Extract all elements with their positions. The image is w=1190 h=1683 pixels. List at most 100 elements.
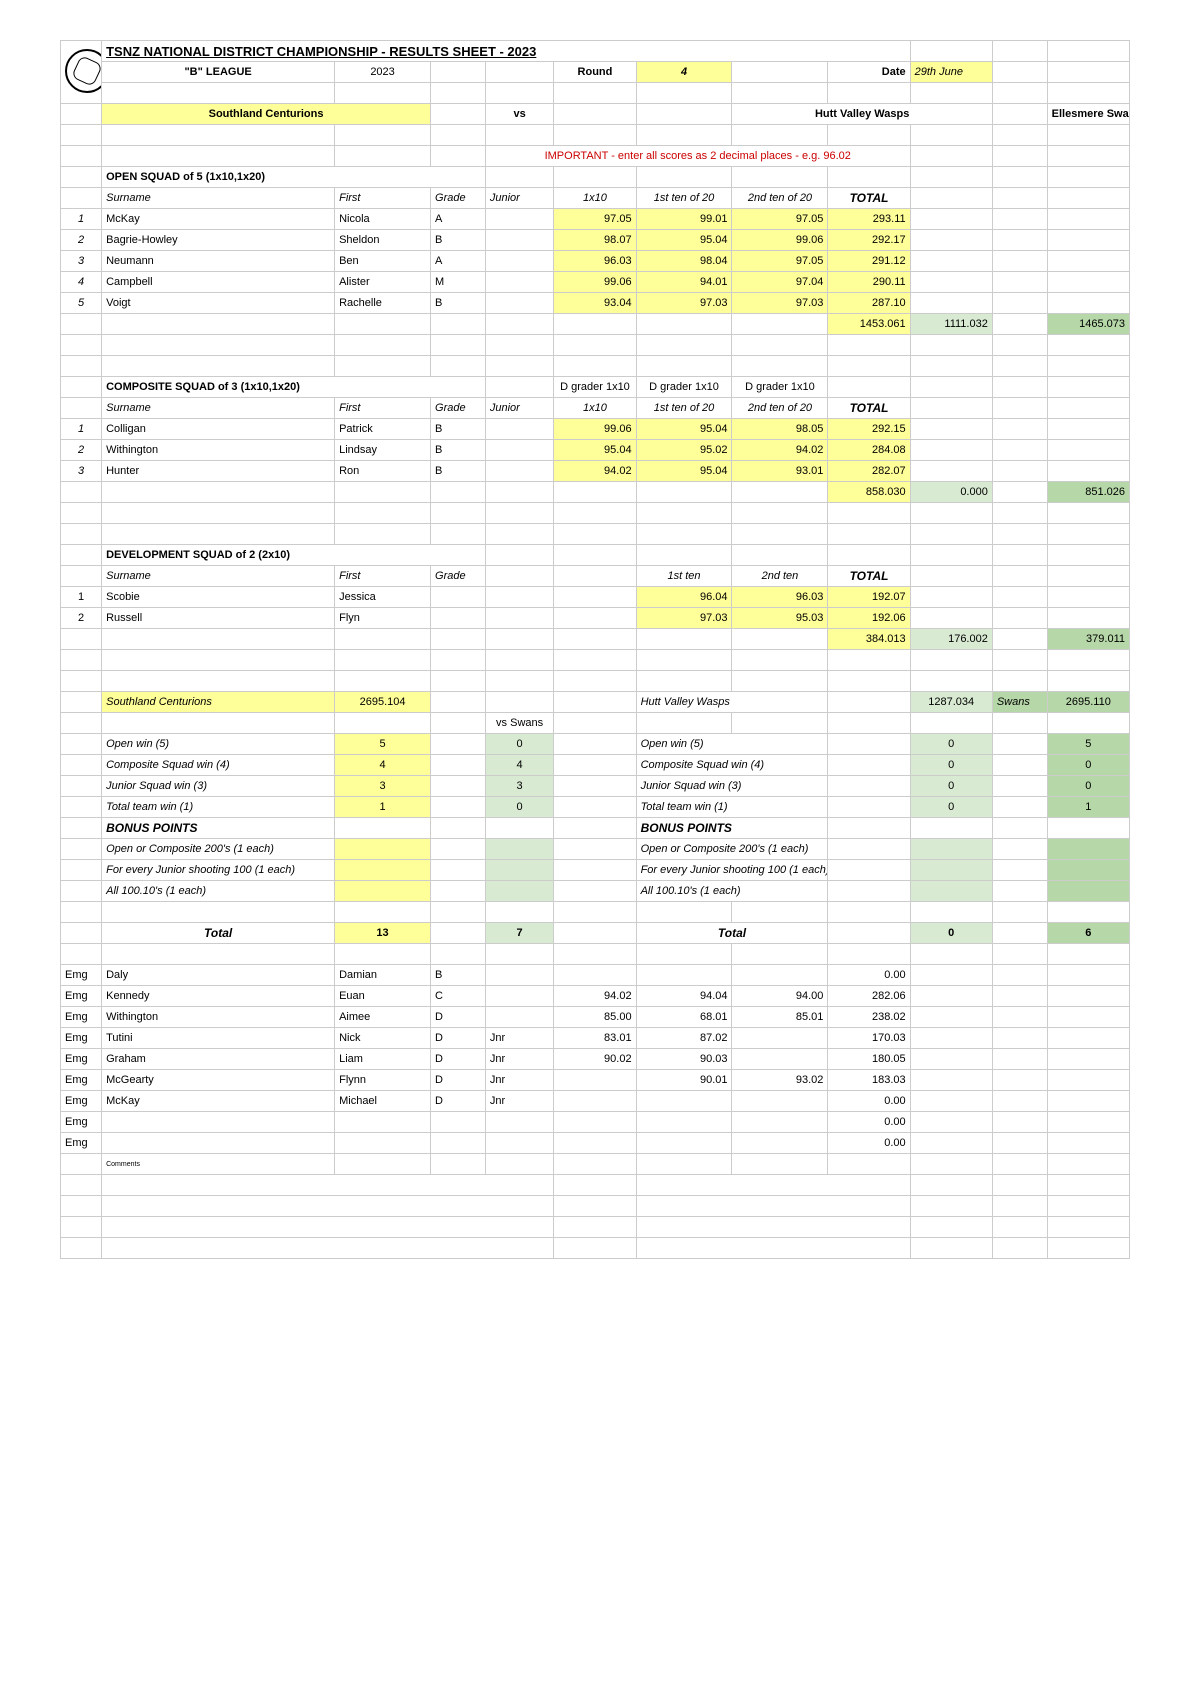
- emg-first: Michael: [335, 1091, 431, 1112]
- sum-team3-total: 2695.110: [1047, 692, 1129, 713]
- total-vs: 7: [485, 923, 554, 944]
- emg-s2: [636, 1091, 732, 1112]
- bonus-label: BONUS POINTS: [102, 818, 335, 839]
- sum-team3: Swans: [992, 692, 1047, 713]
- row-num: 1: [61, 209, 102, 230]
- col-total: TOTAL: [828, 398, 910, 419]
- emg-s2: 90.03: [636, 1049, 732, 1070]
- emg-grade: D: [431, 1091, 486, 1112]
- comp-opp1: 0.000: [910, 482, 992, 503]
- emg-first: Damian: [335, 965, 431, 986]
- sum-line-l2-3: Total team win (1): [636, 797, 828, 818]
- emg-s3: [732, 1112, 828, 1133]
- sum-team1-total: 2695.104: [335, 692, 431, 713]
- emg-tag: Emg: [61, 1028, 102, 1049]
- emg-grade: B: [431, 965, 486, 986]
- emg-junior: Jnr: [485, 1028, 554, 1049]
- sum-line-v3-1: 0: [1047, 755, 1129, 776]
- emg-first: [335, 1112, 431, 1133]
- cell-grade: A: [431, 251, 486, 272]
- emg-junior: [485, 965, 554, 986]
- emg-first: Liam: [335, 1049, 431, 1070]
- sum-line-v3-2: 0: [1047, 776, 1129, 797]
- cell-s1: 99.06: [554, 272, 636, 293]
- emg-tag: Emg: [61, 1070, 102, 1091]
- sum-line-vs-1: 4: [485, 755, 554, 776]
- cell-s3: 98.05: [732, 419, 828, 440]
- sum-line-v1-1: 4: [335, 755, 431, 776]
- col-grade: Grade: [431, 398, 486, 419]
- cell-surname: Neumann: [102, 251, 335, 272]
- cell-total: 293.11: [828, 209, 910, 230]
- emg-surname: [102, 1133, 335, 1154]
- cell-junior: [485, 293, 554, 314]
- col-1st20: 1st ten of 20: [636, 398, 732, 419]
- sum-line-l-2: Junior Squad win (3): [102, 776, 335, 797]
- emg-s3: [732, 965, 828, 986]
- bonus-line-0: Open or Composite 200's (1 each): [102, 839, 335, 860]
- cell-first: Lindsay: [335, 440, 431, 461]
- important-note: IMPORTANT - enter all scores as 2 decima…: [485, 146, 910, 167]
- emg-tag: Emg: [61, 986, 102, 1007]
- cell-s2: 95.04: [636, 419, 732, 440]
- bonus-line-2: All 100.10's (1 each): [102, 881, 335, 902]
- row-num: 1: [61, 419, 102, 440]
- emg-junior: [485, 986, 554, 1007]
- emg-total: 238.02: [828, 1007, 910, 1028]
- cell-surname: Hunter: [102, 461, 335, 482]
- cell-surname: Colligan: [102, 419, 335, 440]
- emg-s2: 68.01: [636, 1007, 732, 1028]
- dev-team-total: 384.013: [828, 629, 910, 650]
- cell-first: Ron: [335, 461, 431, 482]
- cell-s2: 97.03: [636, 293, 732, 314]
- emg-s2: 87.02: [636, 1028, 732, 1049]
- sum-line-v2-0: 0: [910, 734, 992, 755]
- dev-opp2: 379.011: [1047, 629, 1129, 650]
- sum-team2: Hutt Valley Wasps: [636, 692, 828, 713]
- cell-grade: B: [431, 419, 486, 440]
- emg-first: Euan: [335, 986, 431, 1007]
- cell-s1: 97.05: [554, 209, 636, 230]
- emg-s3: [732, 1091, 828, 1112]
- sum-line-v2-3: 0: [910, 797, 992, 818]
- emg-total: 170.03: [828, 1028, 910, 1049]
- sum-team2-total: 1287.034: [910, 692, 992, 713]
- emg-first: Flynn: [335, 1070, 431, 1091]
- row-num: 4: [61, 272, 102, 293]
- cell-s3: 99.06: [732, 230, 828, 251]
- emg-s3: [732, 1049, 828, 1070]
- emg-grade: D: [431, 1049, 486, 1070]
- sum-line-l-3: Total team win (1): [102, 797, 335, 818]
- emg-total: 180.05: [828, 1049, 910, 1070]
- emg-grade: D: [431, 1007, 486, 1028]
- row-num: 5: [61, 293, 102, 314]
- sum-line-l2-2: Junior Squad win (3): [636, 776, 828, 797]
- emg-s1: [554, 1070, 636, 1091]
- cell-s2: 95.04: [636, 461, 732, 482]
- cell-s1: 98.07: [554, 230, 636, 251]
- row-num: 2: [61, 440, 102, 461]
- comp-opp2: 851.026: [1047, 482, 1129, 503]
- sum-line-v3-3: 1: [1047, 797, 1129, 818]
- composite-heading: COMPOSITE SQUAD of 3 (1x10,1x20): [102, 377, 486, 398]
- total1: 13: [335, 923, 431, 944]
- cell-grade: B: [431, 293, 486, 314]
- comments-label: Comments: [102, 1154, 335, 1175]
- cell-s1: 93.04: [554, 293, 636, 314]
- cell-grade: B: [431, 440, 486, 461]
- dg2: D grader 1x10: [636, 377, 732, 398]
- cell-junior: [485, 251, 554, 272]
- cell-grade: A: [431, 209, 486, 230]
- cell-surname: Voigt: [102, 293, 335, 314]
- emg-junior: Jnr: [485, 1070, 554, 1091]
- cell-s1: 99.06: [554, 419, 636, 440]
- dg1: D grader 1x10: [554, 377, 636, 398]
- team1-name: Southland Centurions: [102, 104, 431, 125]
- emg-tag: Emg: [61, 1133, 102, 1154]
- team3-name: Ellesmere Swans: [1047, 104, 1129, 125]
- cell-first: Ben: [335, 251, 431, 272]
- emg-s2: 94.04: [636, 986, 732, 1007]
- open-heading: OPEN SQUAD of 5 (1x10,1x20): [102, 167, 486, 188]
- cell-s2: 95.04: [636, 230, 732, 251]
- cell-s3: 97.05: [732, 209, 828, 230]
